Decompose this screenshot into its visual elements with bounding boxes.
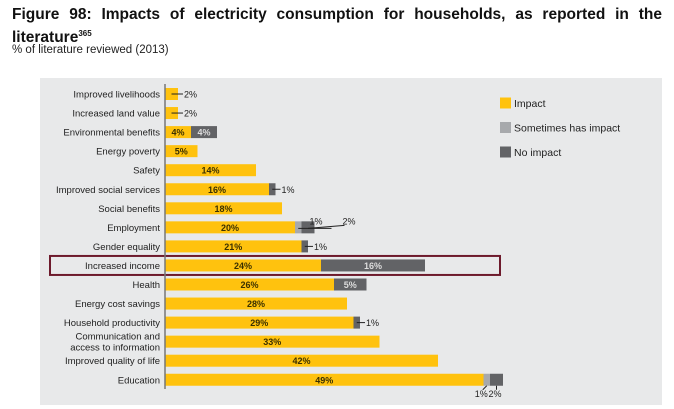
footnote-ref: 365 (78, 29, 92, 38)
data-label: 2% (184, 90, 197, 100)
bar-no-impact (321, 259, 425, 272)
data-label: 2% (184, 109, 197, 119)
title-text: Figure 98: Impacts of electricity consum… (12, 6, 662, 47)
data-label: 2% (489, 389, 502, 399)
legend-swatch (500, 122, 511, 133)
data-label: 2% (343, 216, 356, 226)
category-label: Improved social services (56, 185, 160, 196)
data-label: 1% (366, 318, 379, 328)
data-label: 1% (314, 242, 327, 252)
bar-impact (165, 335, 380, 348)
bar-impact (165, 354, 438, 367)
legend-swatch (500, 97, 511, 109)
category-label: Environmental benefits (63, 128, 160, 139)
category-label: Energy cost savings (75, 299, 160, 310)
bar-impact (165, 183, 269, 196)
legend-swatch (500, 146, 511, 158)
category-label: Increased income (85, 261, 160, 272)
bar-impact (165, 240, 302, 253)
data-label: 16% (364, 261, 382, 271)
category-label: Increased land value (72, 109, 160, 120)
bar-no-impact (301, 221, 315, 234)
bar-no-impact (334, 278, 367, 291)
category-label: Improved livelihoods (73, 90, 160, 101)
data-label: 4% (171, 128, 184, 138)
data-label: 29% (250, 318, 268, 328)
category-label: Safety (133, 166, 160, 177)
legend-label: No impact (514, 147, 561, 159)
bar-impact (165, 202, 282, 215)
category-label: Energy poverty (96, 147, 160, 158)
bar-impact (165, 278, 334, 291)
data-label: 1% (310, 216, 323, 226)
legend-label: Sometimes has impact (514, 123, 620, 135)
bar-sometimes-has-impact (483, 373, 490, 386)
data-label: 21% (224, 242, 242, 252)
data-label: 1% (475, 389, 488, 399)
data-label: 5% (175, 147, 188, 157)
category-label: Gender equality (93, 242, 160, 253)
data-label: 26% (240, 280, 258, 290)
data-label: 24% (234, 261, 252, 271)
data-label: 5% (344, 280, 357, 290)
subtitle: % of literature reviewed (2013) (12, 44, 169, 56)
bar-impact (165, 145, 198, 158)
data-label: 1% (282, 185, 295, 195)
data-label: 20% (221, 223, 239, 233)
data-label: 14% (201, 166, 219, 176)
category-label: Household productivity (64, 318, 160, 329)
bar-impact (165, 316, 354, 329)
category-label: Communication and (76, 332, 161, 343)
data-label: 28% (247, 299, 265, 309)
category-label: Social benefits (98, 204, 160, 215)
bar-impact (165, 297, 347, 310)
data-label: 18% (214, 204, 232, 214)
data-label: 16% (208, 185, 226, 195)
bar-impact (165, 259, 321, 272)
leader-line (482, 385, 488, 391)
bar-impact (165, 164, 256, 177)
highlight-box (49, 254, 501, 276)
chart-panel (40, 78, 662, 405)
data-label: 49% (315, 375, 333, 385)
bar-sometimes-has-impact (295, 221, 302, 234)
leader-line (307, 224, 345, 229)
bar-no-impact (191, 126, 217, 139)
data-label: 42% (292, 356, 310, 366)
category-label: Improved quality of life (65, 356, 160, 367)
figure-title: Figure 98: Impacts of electricity consum… (12, 5, 662, 47)
legend-label: Impact (514, 98, 546, 110)
data-label: 33% (263, 337, 281, 347)
category-label: access to information (70, 343, 160, 354)
bar-impact (165, 373, 484, 386)
category-label: Health (133, 280, 160, 291)
category-label: Employment (107, 223, 160, 234)
bar-no-impact (490, 373, 503, 386)
bar-impact (165, 221, 295, 234)
data-label: 4% (197, 128, 210, 138)
category-label: Education (118, 375, 160, 386)
bar-impact (165, 126, 191, 139)
